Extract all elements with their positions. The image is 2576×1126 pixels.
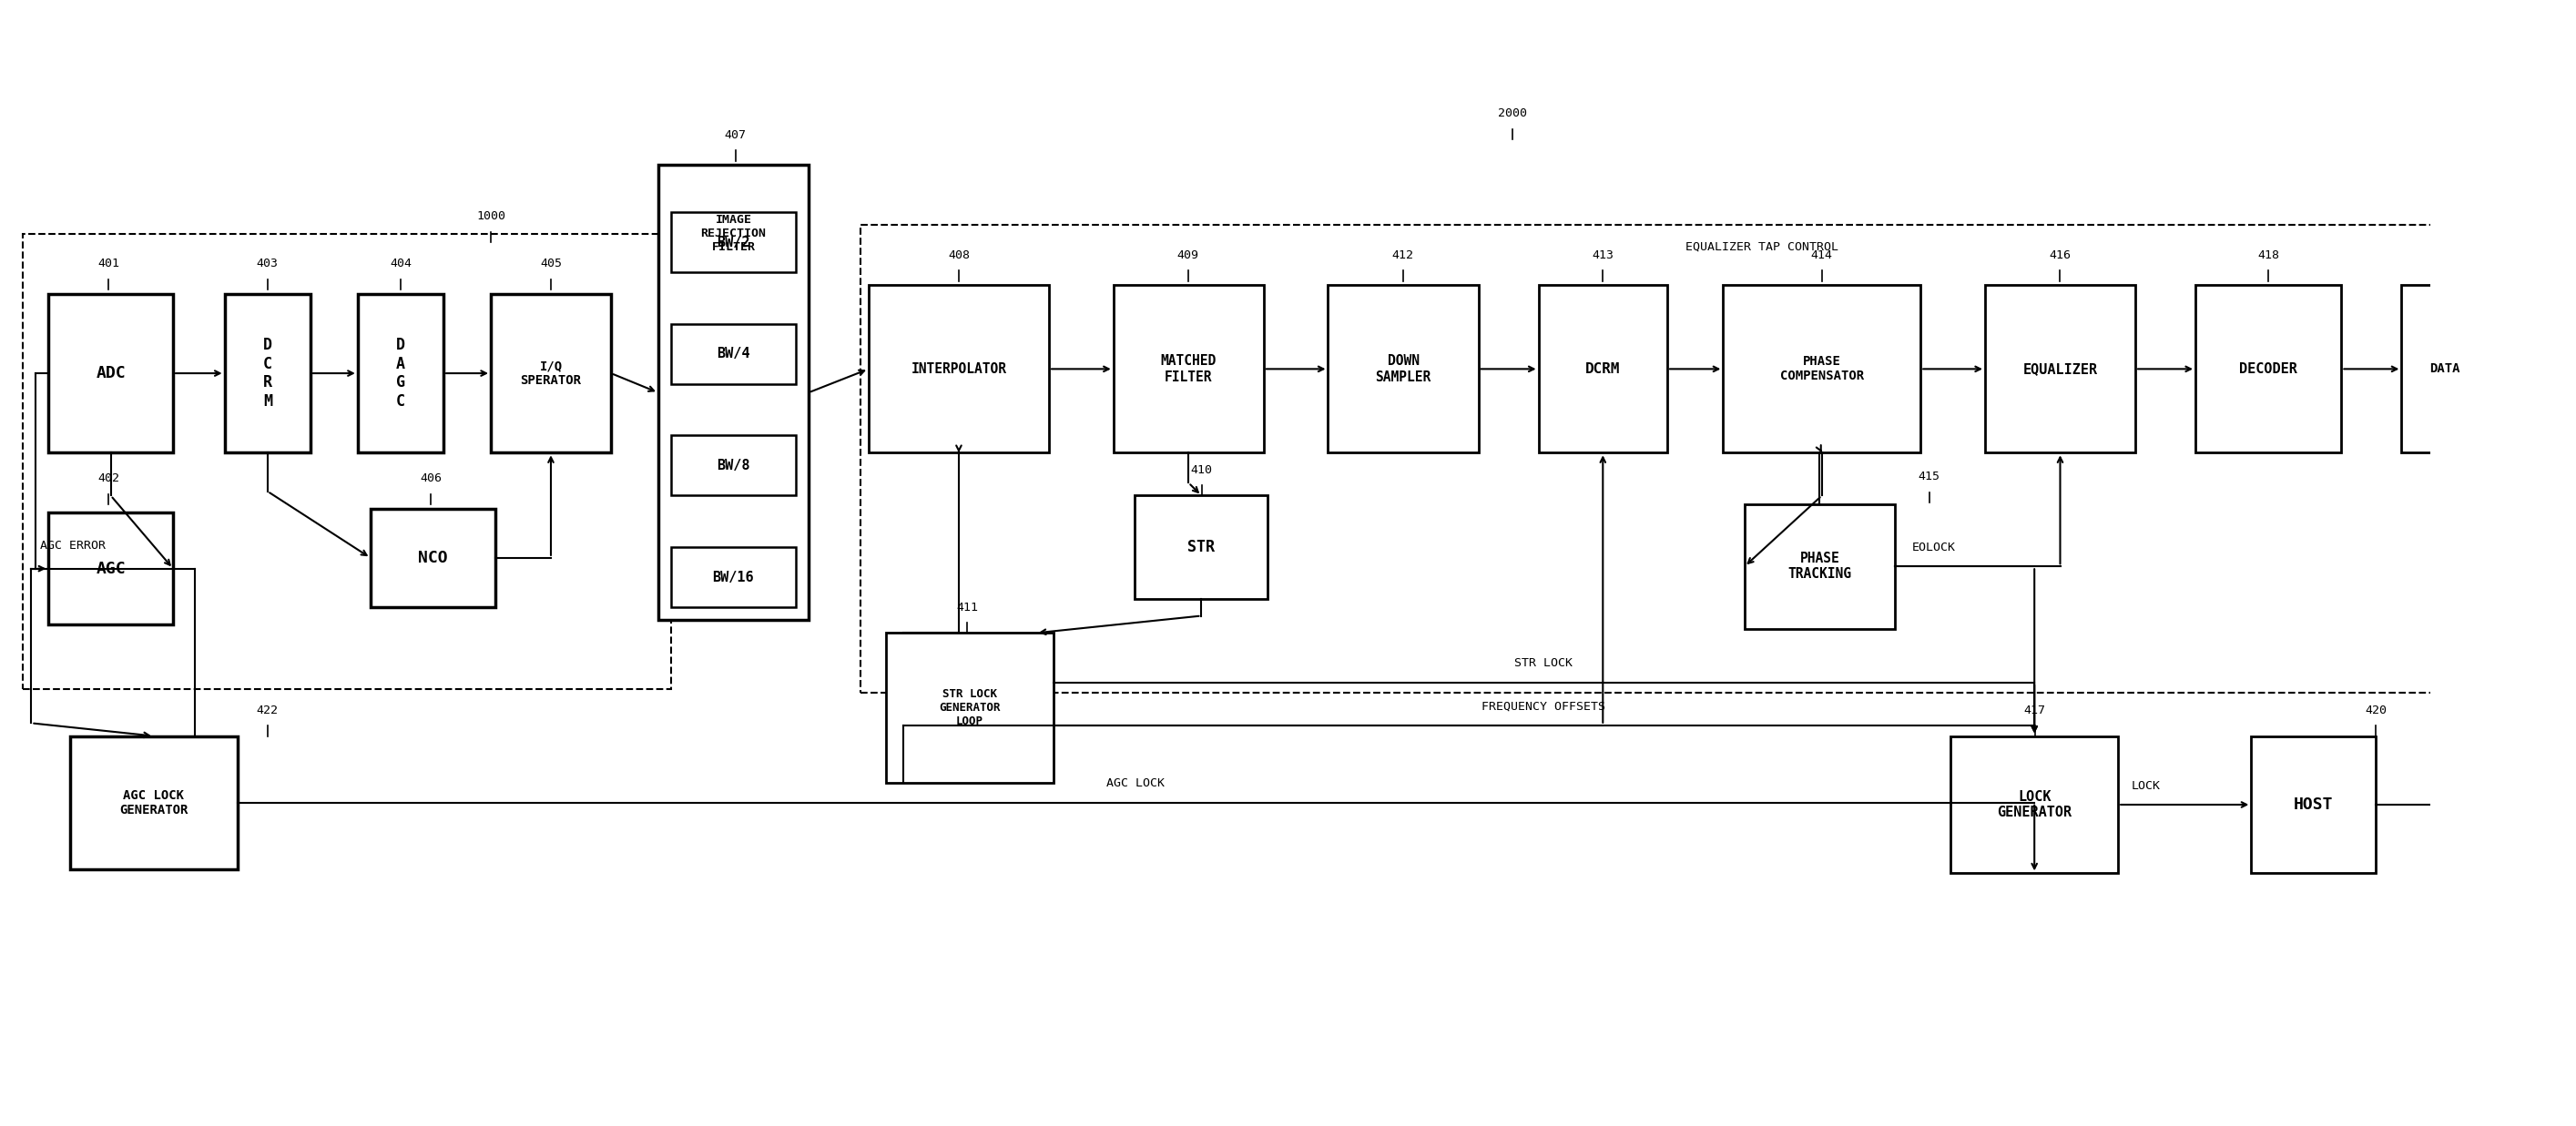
Text: 411: 411 — [956, 601, 979, 614]
Text: DOWN
SAMPLER: DOWN SAMPLER — [1376, 355, 1432, 384]
Text: STR LOCK: STR LOCK — [1515, 658, 1574, 670]
Bar — [1950, 736, 2117, 874]
Bar — [672, 213, 796, 272]
Text: STR LOCK
GENERATOR
LOOP: STR LOCK GENERATOR LOOP — [938, 688, 999, 727]
Bar — [886, 633, 1054, 784]
Text: 406: 406 — [420, 473, 440, 484]
Bar — [659, 166, 809, 620]
Text: AGC ERROR: AGC ERROR — [39, 539, 106, 552]
Bar — [860, 225, 2576, 694]
Text: HOST: HOST — [2293, 796, 2334, 813]
Text: FREQUENCY OFFSETS: FREQUENCY OFFSETS — [1481, 700, 1605, 713]
Text: ADC: ADC — [95, 365, 126, 382]
Text: DCRM: DCRM — [1584, 363, 1620, 376]
Text: 2000: 2000 — [1499, 108, 1528, 119]
Bar — [1538, 285, 1667, 453]
Bar — [672, 324, 796, 384]
Bar — [2553, 204, 2576, 697]
Bar — [672, 436, 796, 495]
Bar — [2195, 285, 2342, 453]
Bar — [49, 512, 173, 625]
Bar — [672, 547, 796, 607]
Bar — [492, 294, 611, 453]
Bar — [1113, 285, 1265, 453]
Bar — [2401, 285, 2488, 453]
Text: PHASE
COMPENSATOR: PHASE COMPENSATOR — [1780, 355, 1865, 383]
Bar — [1744, 504, 1896, 628]
Text: I/Q
SPERATOR: I/Q SPERATOR — [520, 359, 582, 387]
Text: 405: 405 — [541, 258, 562, 270]
Text: BW/16: BW/16 — [714, 571, 755, 584]
Text: 416: 416 — [2048, 249, 2071, 261]
Bar — [70, 736, 237, 869]
Text: 417: 417 — [2025, 705, 2045, 716]
Bar — [868, 285, 1048, 453]
Text: IMAGE
REJECTION
FILTER: IMAGE REJECTION FILTER — [701, 214, 765, 253]
Bar — [49, 294, 173, 453]
Text: 415: 415 — [1919, 471, 1940, 483]
Text: BW/2: BW/2 — [716, 235, 750, 249]
Text: 409: 409 — [1177, 249, 1198, 261]
Text: NCO: NCO — [417, 549, 448, 566]
Text: BW/4: BW/4 — [716, 347, 750, 360]
Text: AGC LOCK
GENERATOR: AGC LOCK GENERATOR — [118, 789, 188, 816]
Text: 422: 422 — [258, 705, 278, 716]
Text: 414: 414 — [1811, 249, 1832, 261]
Text: 402: 402 — [98, 473, 118, 484]
Text: 408: 408 — [948, 249, 969, 261]
Text: EQUALIZER TAP CONTROL: EQUALIZER TAP CONTROL — [1685, 241, 1839, 252]
Bar — [224, 294, 312, 453]
Text: AGC LOCK: AGC LOCK — [1108, 778, 1164, 789]
Text: MATCHED
FILTER: MATCHED FILTER — [1162, 355, 1216, 384]
Text: 1000: 1000 — [477, 211, 505, 223]
Bar — [1136, 495, 1267, 599]
Text: 410: 410 — [1190, 464, 1213, 476]
Text: LOCK: LOCK — [2130, 780, 2161, 792]
Text: PHASE
TRACKING: PHASE TRACKING — [1788, 552, 1852, 581]
Text: 404: 404 — [389, 258, 412, 270]
Text: 407: 407 — [724, 129, 747, 141]
Text: DECODER: DECODER — [2239, 363, 2298, 376]
Text: LOCK
GENERATOR: LOCK GENERATOR — [1996, 790, 2071, 820]
Bar — [1986, 285, 2136, 453]
Text: EOLOCK: EOLOCK — [1911, 542, 1955, 554]
Text: AGC: AGC — [95, 561, 126, 577]
Text: 401: 401 — [98, 258, 118, 270]
Text: 403: 403 — [258, 258, 278, 270]
Bar — [358, 294, 443, 453]
Text: EQUALIZER: EQUALIZER — [2022, 363, 2097, 376]
Bar — [1723, 285, 1922, 453]
Text: 412: 412 — [1391, 249, 1414, 261]
Text: D
A
G
C: D A G C — [397, 337, 404, 410]
Text: STR: STR — [1188, 539, 1216, 555]
Text: 418: 418 — [2257, 249, 2280, 261]
Text: 420: 420 — [2365, 705, 2388, 716]
Bar — [23, 234, 672, 689]
Text: INTERPOLATOR: INTERPOLATOR — [912, 363, 1007, 376]
Text: 413: 413 — [1592, 249, 1613, 261]
Bar — [2251, 736, 2375, 874]
Text: D
C
R
M: D C R M — [263, 337, 273, 410]
Text: BW/8: BW/8 — [716, 458, 750, 473]
Text: DATA: DATA — [2429, 363, 2460, 375]
Bar — [371, 509, 495, 607]
Bar — [1329, 285, 1479, 453]
